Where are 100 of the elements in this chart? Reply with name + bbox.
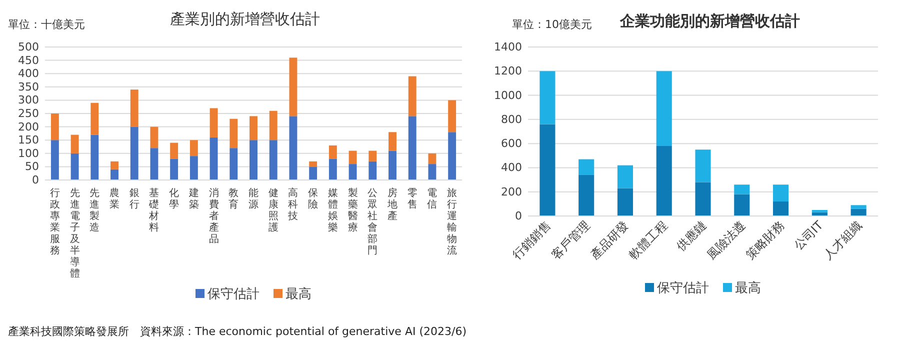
x-tick-label: 製藥醫療 [348, 187, 358, 234]
bar [150, 148, 158, 180]
bar [540, 124, 556, 216]
bar [428, 153, 436, 164]
y-tick-label: 1200 [494, 64, 522, 78]
bar [428, 164, 436, 180]
bar [656, 71, 672, 146]
x-tick-label: 消費者產品 [208, 187, 219, 245]
bar [656, 146, 672, 216]
x-tick-label: 旅行運輸物流 [447, 187, 458, 256]
y-tick-label: 400 [18, 67, 39, 80]
y-tick-label: 1400 [494, 40, 522, 54]
bar [250, 116, 258, 140]
y-tick-label: 800 [501, 112, 522, 126]
bar [309, 161, 318, 167]
bar [269, 140, 278, 180]
x-tick-label: 銀行 [129, 188, 140, 210]
x-tick-label: 電信 [427, 188, 438, 210]
x-tick-label: 能源 [248, 187, 258, 210]
y-axis-title: 單位：10億美元 [512, 18, 592, 31]
x-tick-label: 零售 [407, 188, 418, 210]
bar [578, 159, 594, 175]
y-tick-label: 300 [18, 94, 39, 107]
legend-label: 保守估計 [657, 281, 709, 296]
bar [578, 174, 594, 216]
x-tick-label: 健康照護 [268, 188, 278, 234]
bar [50, 114, 59, 140]
x-tick-label: 媒體娛樂 [328, 188, 338, 234]
bar [850, 205, 866, 209]
y-tick-label: 200 [18, 120, 39, 134]
bar [388, 150, 396, 180]
x-tick-label: 高科技 [287, 187, 298, 222]
bar [448, 132, 456, 180]
text: 產業科技國際策略發展所 資料來源：The economic potential of generative AI (2023/6) [8, 325, 466, 338]
y-tick-label: 0 [515, 210, 522, 223]
bar [250, 140, 258, 180]
bar [70, 134, 79, 154]
x-tick-label: 化學 [169, 187, 180, 210]
bar [170, 158, 178, 180]
bar [230, 118, 238, 148]
y-tick-label: 100 [18, 146, 39, 160]
y-tick-label: 0 [32, 174, 39, 187]
bar [170, 142, 178, 159]
bar [695, 182, 711, 216]
x-tick-label: 先進電子及半導體 [70, 187, 80, 280]
bar [368, 150, 377, 162]
bar [448, 100, 456, 132]
x-tick-label: 先進製造 [90, 187, 100, 234]
bar [309, 166, 318, 180]
bar [540, 71, 556, 124]
bar [190, 140, 198, 156]
y-tick-label: 350 [18, 80, 39, 94]
bar [328, 145, 337, 159]
bar [328, 158, 337, 180]
bar [348, 164, 357, 180]
bar [190, 156, 198, 180]
legend-label: 最高 [735, 280, 761, 296]
x-tick-label: 保險 [308, 188, 318, 210]
bar [269, 110, 278, 140]
x-tick-label: 建築 [188, 187, 199, 210]
bar [617, 165, 633, 188]
bar [408, 116, 416, 180]
chart-title: 企業功能別的新增營收估計 [619, 12, 800, 30]
bar [368, 161, 377, 180]
bar [150, 126, 158, 148]
bar [110, 169, 118, 180]
bar [110, 161, 118, 170]
y-tick-label: 250 [18, 107, 39, 120]
y-tick-label: 500 [18, 40, 39, 54]
bar [230, 148, 238, 180]
y-tick-label: 50 [25, 160, 39, 174]
x-tick-label: 農業 [110, 187, 120, 210]
y-tick-label: 200 [501, 185, 522, 198]
bar [734, 194, 750, 216]
x-tick-label: 行政專業服務 [50, 188, 60, 256]
bar [812, 210, 828, 212]
bar [289, 116, 298, 180]
bar [388, 132, 396, 151]
bar [210, 108, 218, 138]
legend-label: 最高 [286, 286, 312, 302]
bar [90, 134, 99, 180]
legend-label: 保守估計 [208, 287, 260, 302]
bar [90, 102, 99, 135]
chart-title: 產業別的新增營收估計 [170, 10, 320, 28]
bar [734, 184, 750, 194]
bar [773, 184, 789, 202]
bar [70, 153, 79, 180]
y-tick-label: 400 [501, 161, 522, 174]
bar [210, 137, 218, 180]
x-tick-label: 教育 [228, 188, 239, 210]
bar [289, 58, 298, 116]
bar [130, 90, 138, 127]
bar [695, 150, 711, 182]
bar [130, 126, 138, 180]
bar [408, 76, 416, 116]
x-tick-label: 基礎材料 [148, 187, 160, 234]
y-tick-label: 600 [501, 137, 522, 150]
y-tick-label: 1000 [494, 88, 522, 102]
bar [348, 150, 357, 164]
bar [773, 202, 789, 216]
